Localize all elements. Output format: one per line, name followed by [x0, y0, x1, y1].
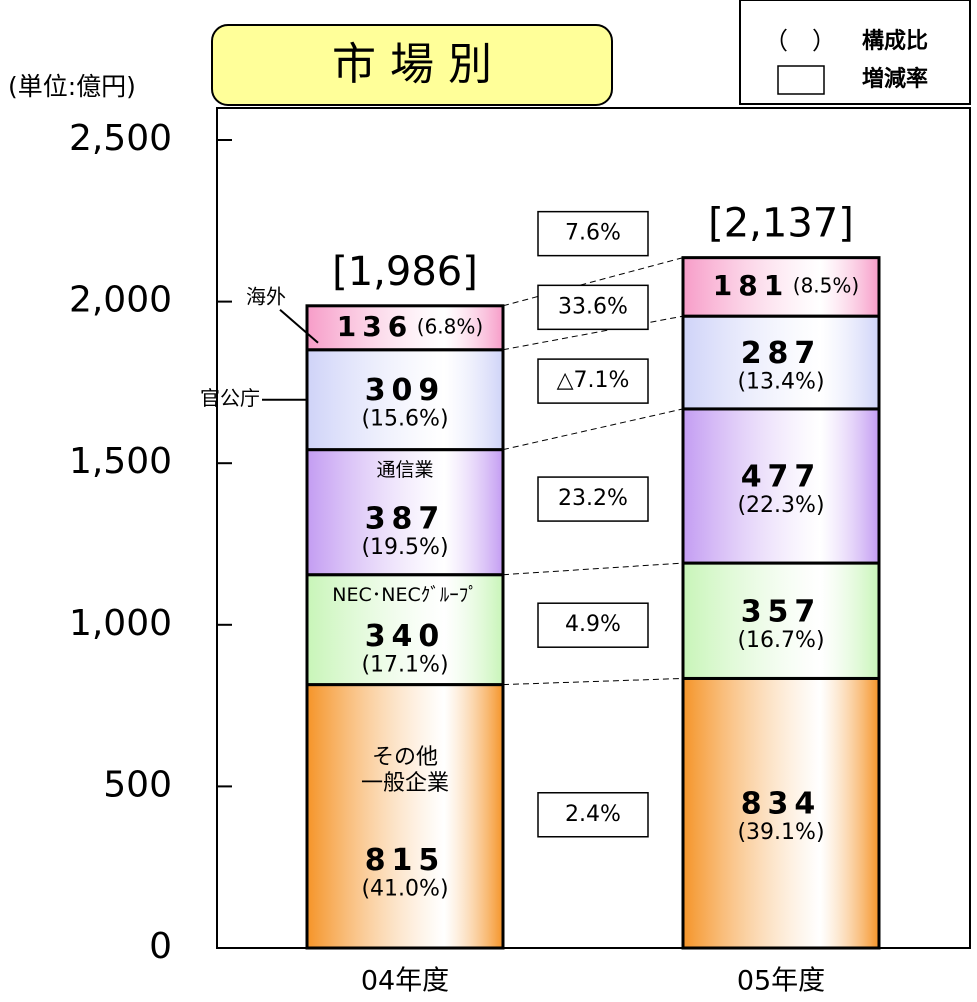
series-name: 官公庁 [200, 386, 260, 410]
value-label: 834 [741, 787, 822, 822]
bar-segment [305, 304, 505, 352]
growth-label: 2.4% [565, 802, 621, 827]
bar-segment [681, 407, 881, 565]
share-label: (16.7%) [737, 628, 824, 653]
growth-box [537, 210, 649, 257]
y-tick-label: 2,000 [69, 280, 172, 321]
growth-label: 7.6% [565, 221, 621, 246]
connector [502, 408, 684, 451]
connector [502, 315, 684, 351]
plot-frame [216, 107, 971, 949]
total-label: [1,986] [332, 249, 478, 295]
total-label: [2,137] [708, 201, 854, 247]
bar-segment [305, 573, 505, 687]
growth-label: △7.1% [557, 368, 630, 393]
value-label: 340 [365, 619, 446, 654]
value-label: 181 [713, 269, 789, 302]
share-label: (41.0%) [361, 876, 448, 901]
growth-box [537, 792, 649, 838]
share-label: (8.5%) [793, 273, 859, 297]
x-tick-label: 04年度 [361, 966, 449, 997]
bar-segment [681, 676, 881, 950]
growth-label: 23.2% [558, 486, 628, 511]
series-name: その他 一般企業 [360, 745, 450, 797]
legend-share-symbol: （ ） [764, 27, 836, 55]
y-tick-label: 0 [149, 926, 172, 967]
value-label: 136 [337, 310, 413, 343]
bar-segment [305, 448, 505, 577]
legend-growth-text: 増減率 [862, 66, 928, 92]
value-label: 477 [741, 459, 822, 494]
share-label: (6.8%) [417, 314, 483, 338]
growth-box [537, 284, 649, 331]
growth-box [537, 476, 649, 522]
y-tick-label: 1,500 [69, 441, 172, 482]
value-label: 387 [365, 502, 446, 537]
share-label: (17.1%) [361, 653, 448, 678]
chart-title: 市 場 別 [332, 39, 492, 90]
connector [502, 257, 684, 307]
share-label: (22.3%) [737, 493, 824, 518]
y-tick-label: 2,500 [69, 118, 172, 159]
bar-segment [681, 256, 881, 318]
growth-box [537, 358, 649, 404]
legend-share-text: 構成比 [862, 28, 928, 54]
share-label: (19.5%) [361, 535, 448, 560]
leader-line [279, 309, 319, 344]
unit-label: (単位:億円) [8, 72, 136, 101]
series-name: 海外 [246, 284, 286, 308]
title-box [211, 24, 613, 106]
bar-segment [305, 348, 505, 452]
bar-segment [305, 683, 505, 950]
series-name: NEC･NECｸﾞﾙｰﾌﾟ [332, 583, 478, 606]
y-tick-label: 1,000 [69, 603, 172, 644]
legend-growth-icon [777, 65, 825, 95]
y-tick-label: 500 [103, 764, 172, 805]
growth-box [537, 602, 649, 648]
growth-label: 4.9% [565, 612, 621, 637]
value-label: 287 [741, 336, 822, 371]
x-tick-label: 05年度 [737, 966, 825, 997]
bar-segment [681, 561, 881, 680]
share-label: (15.6%) [361, 407, 448, 432]
value-label: 815 [365, 843, 446, 878]
value-label: 309 [365, 373, 446, 408]
connector [502, 677, 684, 686]
share-label: (13.4%) [737, 370, 824, 395]
growth-label: 33.6% [558, 294, 628, 319]
share-label: (39.1%) [737, 820, 824, 845]
value-label: 357 [741, 594, 822, 629]
connector [502, 562, 684, 576]
series-name: 通信業 [376, 458, 434, 481]
